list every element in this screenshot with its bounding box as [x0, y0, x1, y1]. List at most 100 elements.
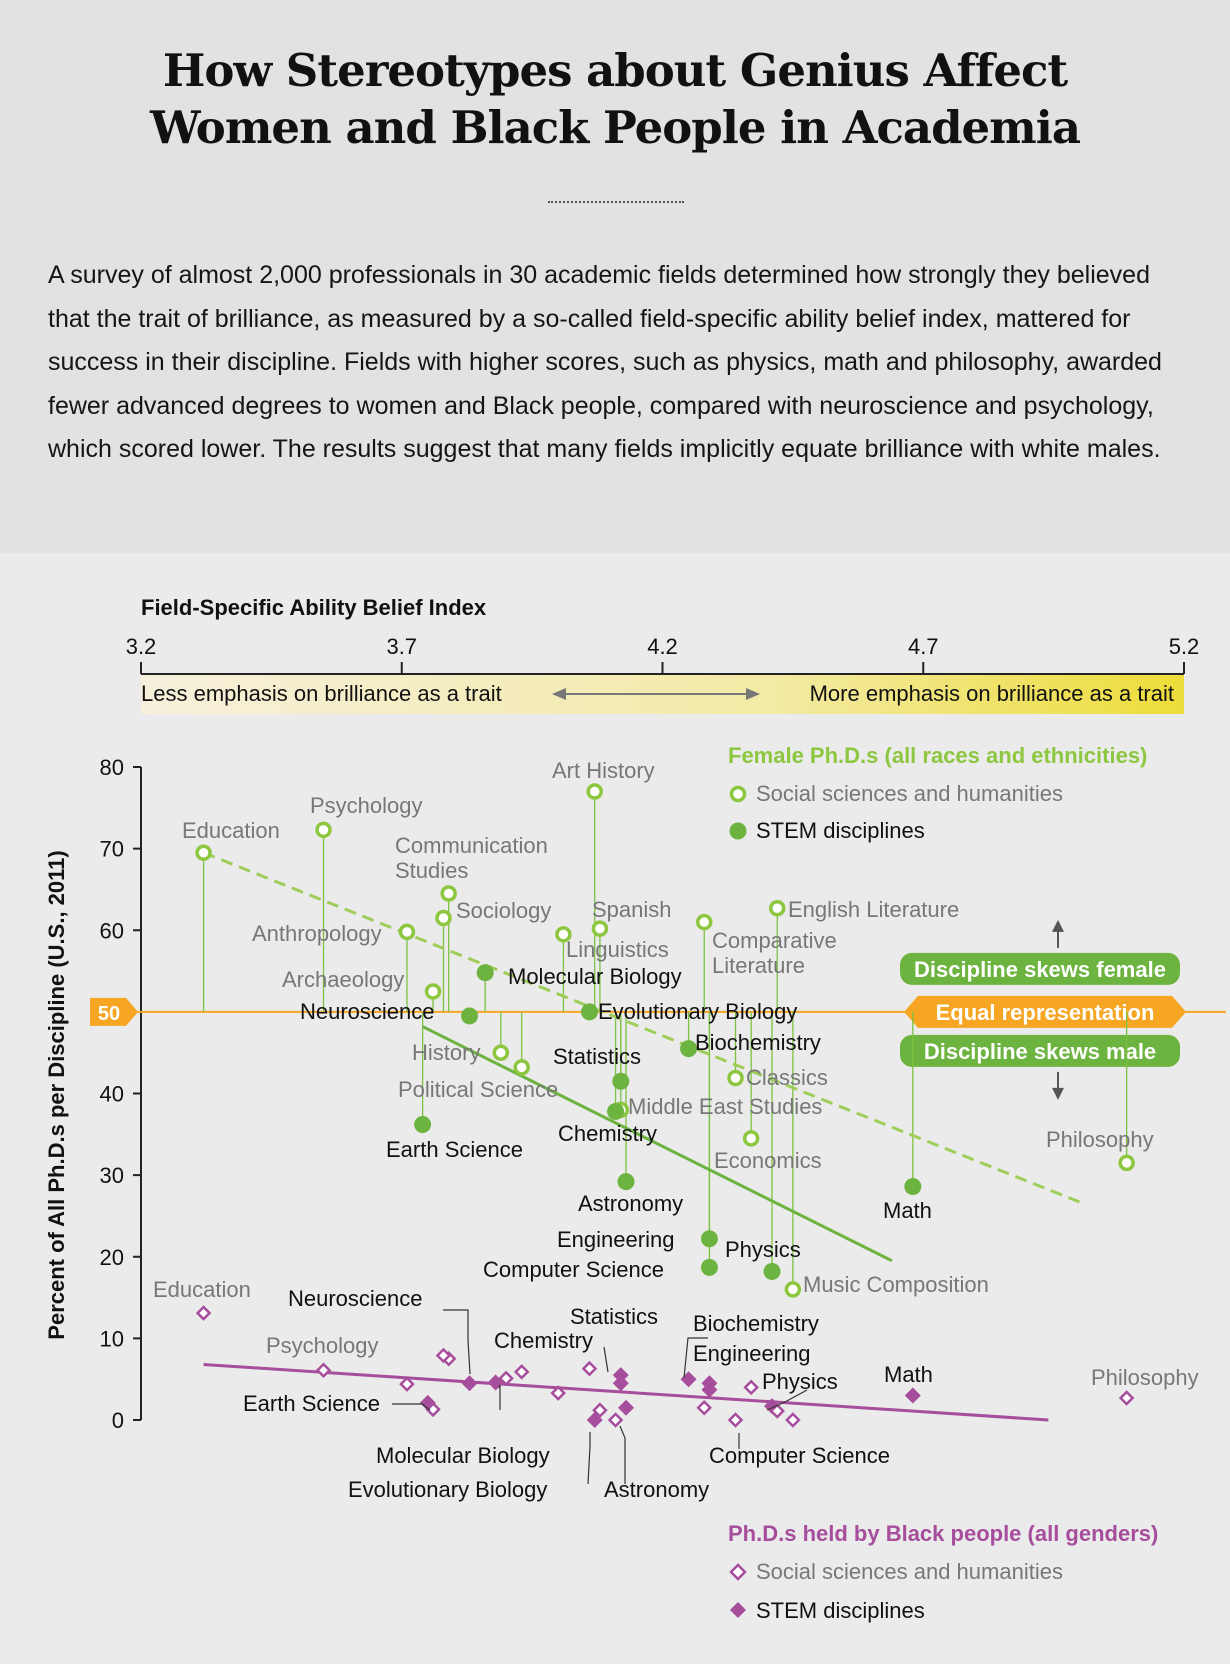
x-tick-label: 5.2 [1169, 634, 1200, 659]
female-point-label: Linguistics [566, 937, 669, 962]
black-social-point [581, 1360, 598, 1377]
female-social-point [435, 909, 452, 927]
black-stem-point [586, 1412, 603, 1428]
label-leader-line [683, 1337, 708, 1379]
x-left-label: Less emphasis on brilliance as a trait [141, 681, 502, 706]
black-social-point [498, 1370, 514, 1387]
black-point-label: Physics [762, 1369, 838, 1394]
female-social-point [555, 926, 572, 943]
black-stem-point [617, 1399, 634, 1416]
black-point-label: Neuroscience [288, 1286, 423, 1311]
black-social-point [785, 1412, 801, 1428]
female-point-label: Computer Science [483, 1257, 664, 1282]
skews-male-badge [900, 1034, 1180, 1067]
female-stem-point [700, 1230, 718, 1248]
x-tick-label: 4.2 [647, 634, 678, 659]
intro-paragraph: A survey of almost 2,000 professionals i… [48, 261, 1162, 463]
female-point-label: Chemistry [558, 1121, 657, 1146]
down-arrow-head [1052, 1087, 1064, 1100]
female-stem-point [763, 1262, 781, 1280]
female-point-label: Earth Science [386, 1137, 523, 1162]
black-social-point [727, 1412, 744, 1428]
y-tick-label: 20 [100, 1245, 124, 1270]
female-point-label: Archaeology [282, 967, 404, 992]
female-social-point [586, 783, 603, 800]
black-point-label: Engineering [693, 1341, 810, 1366]
y-tick-label: 80 [100, 755, 124, 780]
legend-black-social-icon [729, 1563, 747, 1581]
legend-black-stem-icon [730, 1602, 746, 1618]
legend-black-social-label: Social sciences and humanities [756, 1559, 1063, 1584]
black-trendline [203, 1362, 1049, 1422]
female-point-label: Communication [395, 833, 548, 858]
female-point-label: Engineering [557, 1227, 674, 1252]
black-point-label: Biochemistry [693, 1311, 819, 1336]
female-stem-point [580, 1003, 598, 1021]
black-social-point [550, 1385, 566, 1401]
label-leader-line [498, 1384, 501, 1410]
y-tick-label: 30 [100, 1163, 124, 1188]
black-social-point [769, 1403, 785, 1419]
black-stem-point [461, 1375, 478, 1392]
black-stem-point [419, 1394, 436, 1411]
female-stem-point [461, 1007, 479, 1025]
female-point-label: Math [883, 1198, 932, 1223]
female-point-label: Molecular Biology [508, 964, 682, 989]
female-social-point [424, 983, 442, 1000]
legend-black-stem-label: STEM disciplines [756, 1598, 925, 1623]
black-social-point [592, 1402, 608, 1418]
black-point-label: Evolutionary Biology [348, 1477, 547, 1502]
female-stem-point [617, 1173, 635, 1191]
black-social-point [399, 1376, 415, 1392]
label-leader-line [392, 1403, 431, 1411]
female-point-label: Psychology [310, 793, 423, 818]
legend-black-title: Ph.D.s held by Black people (all genders… [728, 1521, 1158, 1546]
female-social-point [591, 920, 609, 937]
female-social-point [492, 1044, 510, 1061]
female-point-label: History [412, 1040, 480, 1065]
black-stem-point [904, 1387, 921, 1404]
up-arrow-head [1052, 919, 1064, 932]
x-arrow-right [746, 688, 760, 700]
skews-male-label: Discipline skews male [924, 1039, 1156, 1064]
female-point-label: Economics [714, 1148, 822, 1173]
label-leader-line [619, 1425, 626, 1484]
female-point-label: Evolutionary Biology [598, 999, 797, 1024]
title-divider [548, 201, 684, 203]
female-social-point [440, 885, 457, 902]
x-tick-label: 4.7 [908, 634, 939, 659]
label-leader-line [766, 1389, 808, 1411]
female-point-label: Music Composition [803, 1272, 989, 1297]
female-point-label: Neuroscience [300, 999, 435, 1024]
black-point-label: Computer Science [709, 1443, 890, 1468]
black-point-label: Earth Science [243, 1391, 380, 1416]
female-point-label: Biochemistry [695, 1030, 821, 1055]
female-point-label: Physics [725, 1237, 801, 1262]
y-tick-label: 60 [100, 918, 124, 943]
title-line-1: How Stereotypes about Genius Affect [162, 44, 1068, 97]
x-arrow-left [552, 688, 566, 700]
black-social-point [513, 1364, 530, 1380]
equal-representation-badge [904, 995, 1186, 1028]
x-tick-label: 3.7 [386, 634, 417, 659]
female-stem-point [904, 1178, 922, 1196]
female-point-label: Philosophy [1046, 1127, 1154, 1152]
female-social-point [195, 844, 212, 861]
black-stem-point [612, 1375, 629, 1392]
female-point-label: Statistics [553, 1044, 641, 1069]
female-point-label: English Literature [788, 897, 959, 922]
female-point-label: Classics [746, 1065, 828, 1090]
x-axis-title: Field-Specific Ability Belief Index [141, 595, 487, 620]
x-right-label: More emphasis on brilliance as a trait [810, 681, 1174, 706]
female-social-point [727, 1069, 744, 1087]
label-leader-line [603, 1346, 609, 1373]
female-social-point [742, 1130, 760, 1147]
female-stem-point [680, 1040, 698, 1058]
female-social-point [1118, 1154, 1135, 1172]
female-social-point [315, 821, 332, 839]
black-point-label: Psychology [266, 1333, 379, 1358]
female-point-label: Studies [395, 858, 468, 883]
y-tick-label: 10 [100, 1326, 124, 1351]
female-all-trendline [203, 851, 1081, 1204]
